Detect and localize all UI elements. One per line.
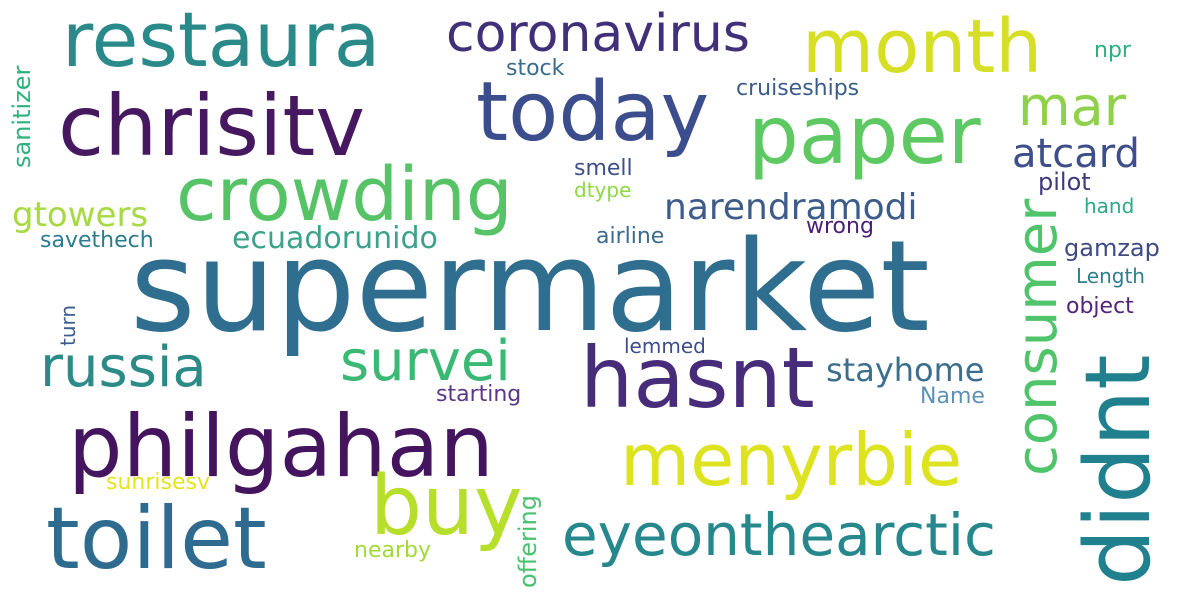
word-russia: russia [40,335,207,400]
word-savethech: savethech [40,228,154,253]
word-sunrisesv: sunrisesv [106,470,210,495]
word-object: object [1066,294,1134,319]
word-offering: offering [514,495,542,588]
word-survei: survei [340,329,511,394]
word-chrisitv: chrisitv [58,77,366,175]
word-gamzap: gamzap [1064,234,1160,262]
word-dtype: dtype [574,178,632,202]
word-eyeonthearctic: eyeonthearctic [562,501,996,569]
word-Name: Name [920,384,985,409]
word-airline: airline [596,224,665,249]
word-philgahan: philgahan [68,397,494,497]
word-month: month [802,4,1043,90]
word-stock: stock [506,56,565,81]
word-sanitizer: sanitizer [8,65,36,168]
word-narendramodi: narendramodi [664,187,918,228]
word-paper: paper [748,89,981,182]
word-cruiseships: cruiseships [736,76,860,101]
word-today: today [476,65,710,160]
word-stayhome: stayhome [826,351,985,389]
word-didnt: didnt [1066,354,1171,586]
word-atcard: atcard [1012,131,1140,177]
word-menyrbie: menyrbie [620,418,963,502]
word-toilet: toilet [46,489,267,589]
word-crowding: crowding [176,152,513,238]
word-restaura: restaura [62,0,381,84]
word-supermarket: supermarket [130,213,930,360]
word-gtowers: gtowers [12,195,149,235]
word-coronavirus: coronavirus [446,4,750,64]
word-mar: mar [1018,75,1126,138]
word-turn: turn [56,304,80,346]
word-hasnt: hasnt [580,329,815,427]
word-starting: starting [436,382,522,407]
word-pilot: pilot [1038,168,1091,196]
word-nearby: nearby [354,538,431,563]
word-smell: smell [574,156,633,181]
word-lemmed: lemmed [624,334,706,358]
word-wrong: wrong [806,214,874,239]
word-hand: hand [1084,194,1135,218]
word-consumer: consumer [1005,198,1070,476]
word-ecuadorunido: ecuadorunido [232,221,438,256]
word-buy: buy [370,459,523,554]
word-Length: Length [1076,264,1145,288]
word-npr: npr [1094,38,1131,63]
